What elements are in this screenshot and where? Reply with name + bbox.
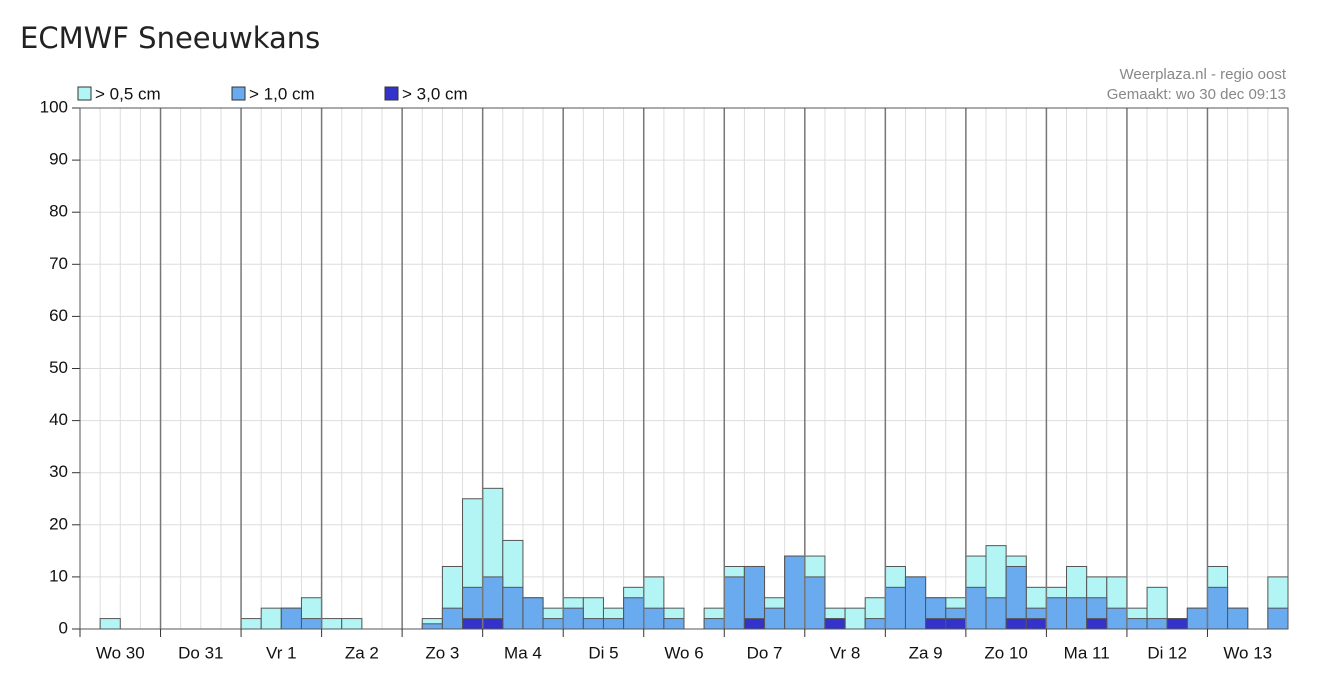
- x-tick-label: Wo 13: [1223, 643, 1272, 662]
- x-tick-label: Do 7: [747, 643, 783, 662]
- x-tick-label: Di 12: [1147, 643, 1187, 662]
- legend-swatch: [384, 86, 399, 101]
- y-tick-label: 50: [49, 358, 68, 377]
- bar: [99, 618, 121, 630]
- bar: [743, 618, 766, 630]
- legend-label: > 0,5 cm: [95, 84, 161, 103]
- bar: [884, 586, 906, 630]
- bar: [1227, 607, 1249, 630]
- y-tick-label: 100: [40, 97, 68, 116]
- bar: [904, 576, 927, 630]
- bar: [502, 586, 524, 630]
- bar: [663, 618, 685, 630]
- bar: [764, 607, 786, 630]
- bar: [1025, 618, 1047, 630]
- bar: [602, 618, 625, 630]
- bar: [864, 618, 886, 630]
- credit: Gemaakt: wo 30 dec 09:13: [1107, 86, 1286, 103]
- bar: [844, 607, 866, 630]
- bar: [925, 618, 947, 630]
- credit: Weerplaza.nl - regio oost: [1120, 66, 1287, 83]
- y-tick-label: 90: [49, 150, 68, 169]
- x-tick-label: Di 5: [588, 643, 618, 662]
- bar: [945, 618, 967, 630]
- x-tick-label: Vr 1: [266, 643, 297, 662]
- bar: [623, 597, 645, 630]
- bar: [1106, 607, 1128, 630]
- y-tick-label: 0: [59, 618, 68, 637]
- x-tick-label: Wo 30: [96, 643, 145, 662]
- y-tick-label: 70: [49, 254, 68, 273]
- y-tick-label: 10: [49, 566, 68, 585]
- y-tick-label: 30: [49, 462, 68, 481]
- bar: [1267, 607, 1289, 630]
- bar: [321, 618, 343, 630]
- bar: [341, 618, 363, 630]
- legend-swatch: [77, 86, 92, 101]
- bar: [804, 576, 826, 630]
- bar: [462, 618, 484, 630]
- bar: [1126, 618, 1148, 630]
- bar: [542, 618, 564, 630]
- y-tick-label: 20: [49, 514, 68, 533]
- bar: [522, 597, 544, 630]
- x-tick-label: Zo 10: [984, 643, 1027, 662]
- y-tick-label: 80: [49, 202, 68, 221]
- bar: [1206, 586, 1229, 630]
- plot-border: [79, 107, 1289, 630]
- x-tick-label: Do 31: [178, 643, 223, 662]
- bar: [260, 607, 282, 630]
- x-tick-label: Za 9: [909, 643, 943, 662]
- legend-swatch: [231, 86, 246, 101]
- bar: [1146, 618, 1168, 630]
- bar: [703, 618, 725, 630]
- bar: [723, 576, 745, 630]
- x-tick-label: Vr 8: [830, 643, 861, 662]
- bar: [482, 618, 504, 630]
- bar: [562, 607, 584, 630]
- bar: [1086, 618, 1108, 630]
- bar: [1045, 597, 1068, 630]
- bar: [240, 618, 262, 630]
- bar: [1166, 618, 1188, 630]
- bar: [784, 555, 806, 630]
- chart-title: ECMWF Sneeuwkans: [20, 21, 320, 55]
- legend-label: > 3,0 cm: [402, 84, 468, 103]
- x-tick-label: Ma 11: [1064, 643, 1110, 662]
- bar: [300, 618, 323, 630]
- bar: [1186, 607, 1208, 630]
- x-tick-label: Za 2: [345, 643, 379, 662]
- y-tick-label: 60: [49, 306, 68, 325]
- legend-label: > 1,0 cm: [249, 84, 315, 103]
- bar: [1005, 618, 1027, 630]
- x-tick-label: Zo 3: [425, 643, 459, 662]
- bar: [985, 597, 1007, 630]
- bar: [965, 586, 987, 630]
- bar: [1066, 597, 1088, 630]
- bar: [824, 618, 846, 630]
- x-tick-label: Ma 4: [504, 643, 542, 662]
- bar: [421, 623, 443, 630]
- bar: [582, 618, 604, 630]
- bar: [643, 607, 665, 630]
- x-tick-label: Wo 6: [664, 643, 703, 662]
- y-tick-label: 40: [49, 410, 68, 429]
- bar: [441, 607, 464, 630]
- bar: [280, 607, 302, 630]
